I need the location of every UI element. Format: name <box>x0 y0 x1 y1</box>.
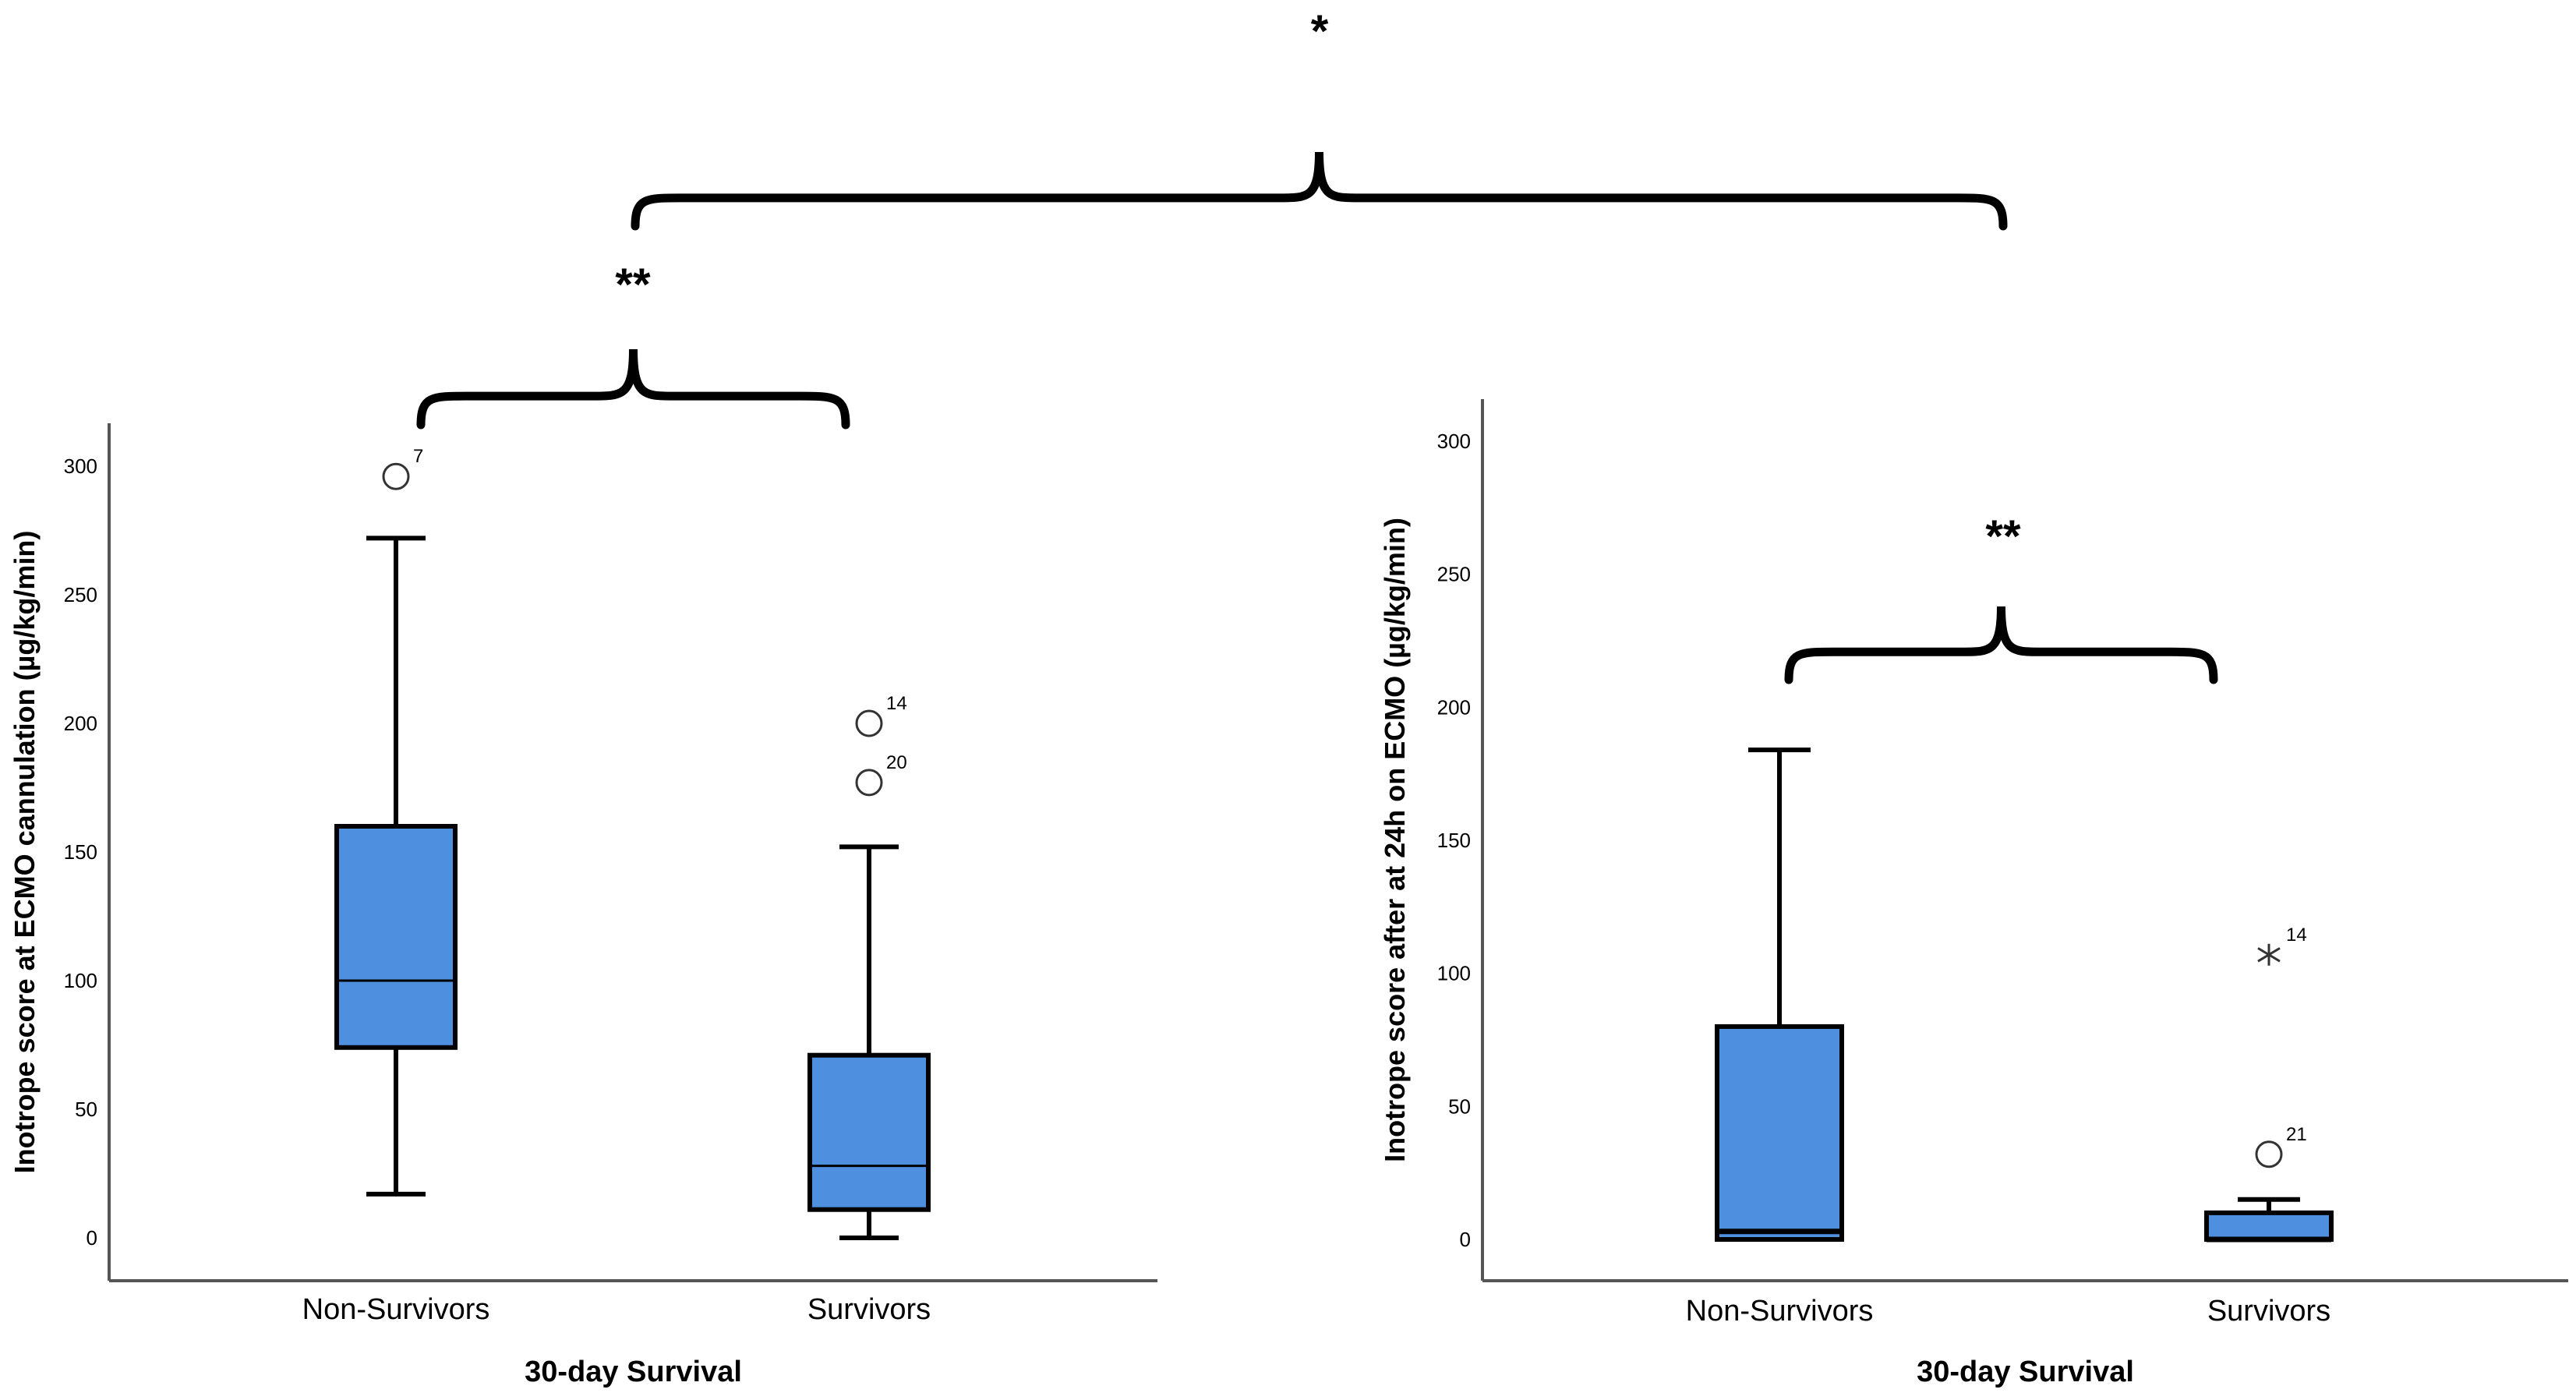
box-plot-1: 0 50 100 150 200 250 300 Inotrope score at ECMO… <box>9 423 1157 1388</box>
x-category-label: Non-Survivors <box>1686 1295 1874 1328</box>
outlier-extreme-marker <box>2257 943 2281 966</box>
y-tick-label: 0 <box>1460 1228 1471 1251</box>
outlier-case-label: 14 <box>2286 924 2307 946</box>
significance-label-top: * <box>1311 6 1329 57</box>
box-iqr <box>807 1052 931 1212</box>
box-plot-2: 0 50 100 150 200 250 300 Inotrope score after a… <box>1379 399 2568 1388</box>
x-axis-title: 30-day Survival <box>1917 1356 2134 1388</box>
significance-annotations: ***** <box>416 6 2218 684</box>
y-tick-label: 200 <box>1437 695 1471 719</box>
y-tick-label: 150 <box>1437 829 1471 852</box>
outlier-marker <box>855 769 883 797</box>
box-survivors: Survivors 14 21 <box>2204 924 2334 1328</box>
significance-brace-left <box>416 348 850 430</box>
box-survivors: Survivors 14 20 <box>807 693 931 1326</box>
y-tick-label: 300 <box>64 454 97 478</box>
box-iqr <box>1715 1023 1844 1243</box>
y-axis-title: Inotrope score at ECMO cannulation (µg/k… <box>9 531 41 1174</box>
y-tick-label: 250 <box>64 583 97 606</box>
significance-label-left: ** <box>615 260 651 310</box>
x-axis-title: 30-day Survival <box>525 1356 742 1388</box>
outlier-marker <box>2255 1140 2283 1168</box>
star-stroke <box>2257 947 2281 963</box>
y-tick-label: 100 <box>1437 962 1471 985</box>
y-tick-label: 300 <box>1437 430 1471 453</box>
box-non-survivors: Non-Survivors 7 <box>302 446 490 1326</box>
y-tick-label: 0 <box>87 1226 97 1250</box>
x-category-label: Survivors <box>2207 1295 2330 1328</box>
outlier-case-label: 14 <box>886 693 907 714</box>
box-iqr <box>334 824 458 1050</box>
x-category-label: Non-Survivors <box>302 1293 490 1326</box>
outlier-marker <box>382 462 410 490</box>
outlier-marker <box>855 709 883 737</box>
y-tick-label: 200 <box>64 712 97 735</box>
outlier-case-label: 7 <box>413 446 423 467</box>
y-tick-label: 50 <box>1448 1094 1471 1118</box>
significance-label-right: ** <box>1985 511 2021 562</box>
significance-brace-top <box>631 151 2008 231</box>
y-tick-label: 50 <box>75 1098 97 1121</box>
box-iqr <box>2204 1210 2334 1243</box>
y-tick-label: 100 <box>64 969 97 992</box>
y-axis-title: Inotrope score after at 24h on ECMO (µg/… <box>1379 518 1411 1162</box>
outlier-case-label: 20 <box>886 752 907 773</box>
x-category-label: Survivors <box>807 1293 931 1326</box>
box-non-survivors: Non-Survivors <box>1686 747 1874 1328</box>
y-tick-label: 250 <box>1437 563 1471 586</box>
outlier-case-label: 21 <box>2286 1124 2307 1145</box>
y-tick-label: 150 <box>64 840 97 864</box>
significance-brace-right <box>1784 606 2218 684</box>
